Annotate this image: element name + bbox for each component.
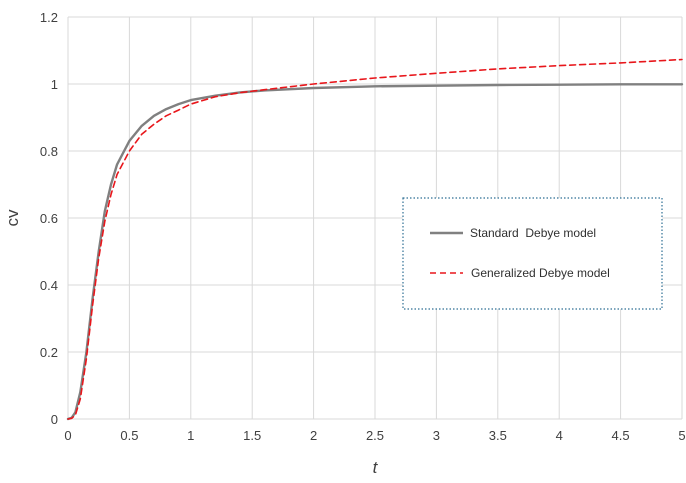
- series-line-generalized: [67, 58, 683, 420]
- x-tick-label: 1: [187, 428, 194, 443]
- legend: Standard Debye model Generalized Debye m…: [402, 197, 663, 310]
- x-tick-label: 5: [678, 428, 685, 443]
- y-tick-label: 0.4: [40, 278, 58, 293]
- x-tick-label: 4: [556, 428, 563, 443]
- x-tick-label: 2.5: [366, 428, 384, 443]
- x-tick-label: 4.5: [612, 428, 630, 443]
- y-tick-label: 1.2: [40, 10, 58, 25]
- x-tick-label: 2: [310, 428, 317, 443]
- x-tick-label: 3: [433, 428, 440, 443]
- x-tick-label: 0.5: [120, 428, 138, 443]
- x-tick-label: 0: [64, 428, 71, 443]
- y-tick-label: 0: [51, 412, 58, 427]
- series-lines: [66, 58, 684, 421]
- legend-label-generalized: Generalized Debye model: [471, 266, 610, 280]
- x-tick-label: 3.5: [489, 428, 507, 443]
- legend-label-standard: Standard Debye model: [470, 226, 596, 240]
- y-tick-label: 0.8: [40, 144, 58, 159]
- legend-box: [402, 197, 663, 310]
- x-axis-title: t: [373, 458, 379, 477]
- y-tick-label: 0.2: [40, 345, 58, 360]
- tick-labels: 0 0.5 1 1.5 2 2.5 3 3.5 4 4.5 5 0 0.2 0.4 0.6 0.8 1 1.2: [40, 10, 686, 443]
- y-axis-title: cv: [3, 209, 22, 227]
- x-tick-label: 1.5: [243, 428, 261, 443]
- y-tick-label: 0.6: [40, 211, 58, 226]
- y-tick-label: 1: [51, 77, 58, 92]
